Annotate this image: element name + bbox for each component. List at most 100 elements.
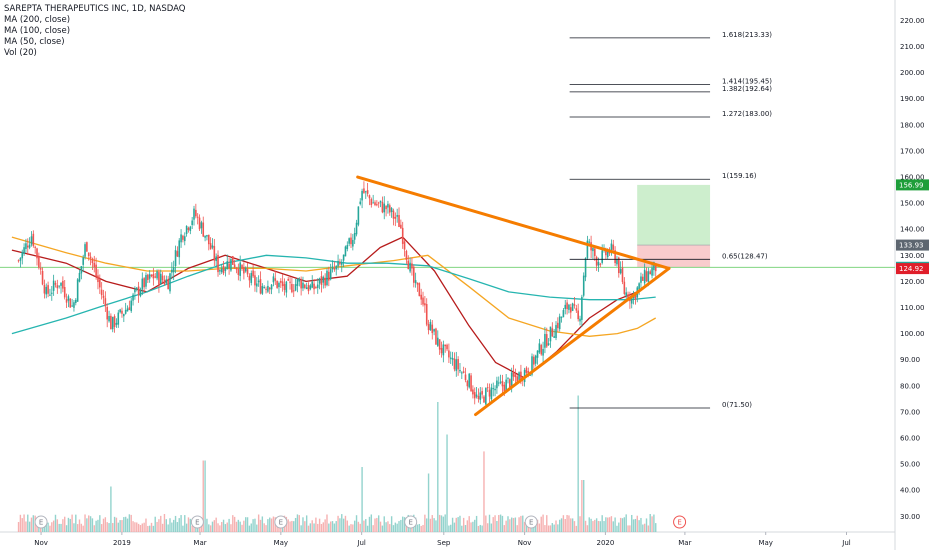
time-tick-label[interactable]: Sep [437, 539, 451, 547]
volume-bar [293, 521, 295, 532]
price-tick-label[interactable]: 190.00 [900, 95, 925, 103]
volume-bar [176, 522, 179, 532]
price-tick-label[interactable]: 210.00 [900, 43, 925, 51]
volume-bar [540, 516, 542, 532]
price-tick-label[interactable]: 120.00 [900, 278, 925, 286]
price-tick-label[interactable]: 180.00 [900, 121, 925, 129]
legend-ma100[interactable]: MA (100, close) [4, 26, 71, 36]
time-tick-label[interactable]: May [274, 539, 288, 547]
candle-body [193, 208, 195, 220]
candle-body [588, 241, 591, 243]
volume-bar [204, 460, 206, 532]
price-tick-label[interactable]: 90.00 [900, 356, 920, 364]
candle-body [254, 275, 256, 286]
candle-body [420, 294, 422, 300]
volume-bar [60, 523, 62, 532]
volume-bar [638, 520, 640, 532]
legend-ma200[interactable]: MA (200, close) [4, 15, 71, 25]
price-tick-label[interactable]: 40.00 [900, 487, 920, 495]
price-tick-label[interactable]: 150.00 [900, 200, 925, 208]
candle-body [403, 241, 406, 250]
trendlines[interactable] [356, 175, 671, 417]
time-tick-label[interactable]: May [758, 539, 772, 547]
time-tick-label[interactable]: Nov [34, 539, 48, 547]
candle-body [128, 307, 131, 310]
price-tick-label[interactable]: 130.00 [900, 252, 925, 260]
candle-body [492, 388, 495, 390]
candle-body [326, 270, 328, 286]
volume-bar [618, 522, 620, 532]
candle-body [507, 377, 509, 379]
candle-body [328, 271, 330, 281]
candle-body [281, 281, 284, 287]
candle-body [75, 299, 77, 303]
price-tick-label[interactable]: 30.00 [900, 513, 920, 521]
earnings-event-2[interactable] [190, 515, 204, 529]
price-tick-label[interactable]: 60.00 [900, 435, 920, 443]
volume-bar [222, 519, 225, 532]
candle-body [520, 371, 522, 381]
candle-body [555, 325, 557, 339]
candle-body [117, 312, 120, 325]
candle-body [355, 222, 358, 235]
candle-body [54, 283, 57, 285]
candle-body [593, 248, 596, 257]
volume-bar [75, 514, 77, 532]
time-axis[interactable]: Nov 2019 Mar May Jul Sep Nov 2020 Mar May Jul [34, 532, 851, 547]
legend-title[interactable]: SAREPTA THERAPEUTICS INC, 1D, NASDAQ [4, 4, 186, 14]
candle-body [449, 357, 452, 359]
legend-volume[interactable]: Vol (20) [4, 48, 37, 58]
price-tick-label[interactable]: 200.00 [900, 69, 925, 77]
price-tick-label[interactable]: 140.00 [900, 226, 925, 234]
price-tick-label[interactable]: 170.00 [900, 147, 925, 155]
candle-body [233, 264, 236, 268]
earnings-event-1[interactable] [34, 515, 48, 529]
volume-bar [25, 521, 27, 532]
candle-body [621, 267, 624, 282]
time-tick-label[interactable]: Mar [193, 539, 206, 547]
price-tick-label[interactable]: 70.00 [900, 408, 920, 416]
candle-body [640, 276, 642, 283]
upper-trendline[interactable] [356, 175, 671, 270]
volume-bar [643, 523, 646, 532]
price-tick-label[interactable]: 160.00 [900, 174, 925, 182]
candle-body [398, 215, 400, 227]
candle-body [440, 347, 443, 354]
candle-body [352, 239, 354, 247]
legend-ma50[interactable]: MA (50, close) [4, 37, 65, 47]
candle-body [89, 256, 92, 259]
time-tick-label[interactable]: Jul [841, 539, 851, 547]
volume-bar [525, 522, 528, 532]
volume-bar [453, 522, 456, 532]
price-tick-label[interactable]: 100.00 [900, 330, 925, 338]
earnings-event-6[interactable] [673, 515, 687, 529]
earnings-event-5[interactable] [524, 515, 538, 529]
candle-body [150, 274, 153, 277]
candle-body [601, 250, 603, 263]
candle-body [364, 191, 367, 193]
volume-bar [80, 523, 83, 532]
candle-body [172, 267, 175, 273]
price-tick-label[interactable]: 80.00 [900, 382, 920, 390]
volume-bar [100, 524, 103, 532]
earnings-event-3[interactable] [274, 515, 288, 529]
time-tick-label[interactable]: Nov [518, 539, 532, 547]
price-tick-label[interactable]: 220.00 [900, 17, 925, 25]
volume-bar [350, 524, 352, 532]
price-tick-label[interactable]: 50.00 [900, 461, 920, 469]
volume-bar [171, 522, 173, 532]
time-tick-label[interactable]: 2019 [113, 539, 131, 547]
candle-body [424, 303, 426, 306]
lower-trendline[interactable] [474, 266, 671, 417]
price-axis[interactable]: 30.00 40.00 50.00 60.00 70.00 80.00 90.00 100.0… [900, 17, 925, 521]
price-tick-label[interactable]: 110.00 [900, 304, 925, 312]
earnings-event-4[interactable] [404, 515, 418, 529]
volume-bar [557, 524, 559, 532]
time-tick-label[interactable]: Jul [356, 539, 366, 547]
time-tick-label[interactable]: 2020 [596, 539, 614, 547]
time-tick-label[interactable]: Mar [678, 539, 691, 547]
volume-bar [137, 523, 140, 532]
volume-bar [627, 525, 629, 532]
